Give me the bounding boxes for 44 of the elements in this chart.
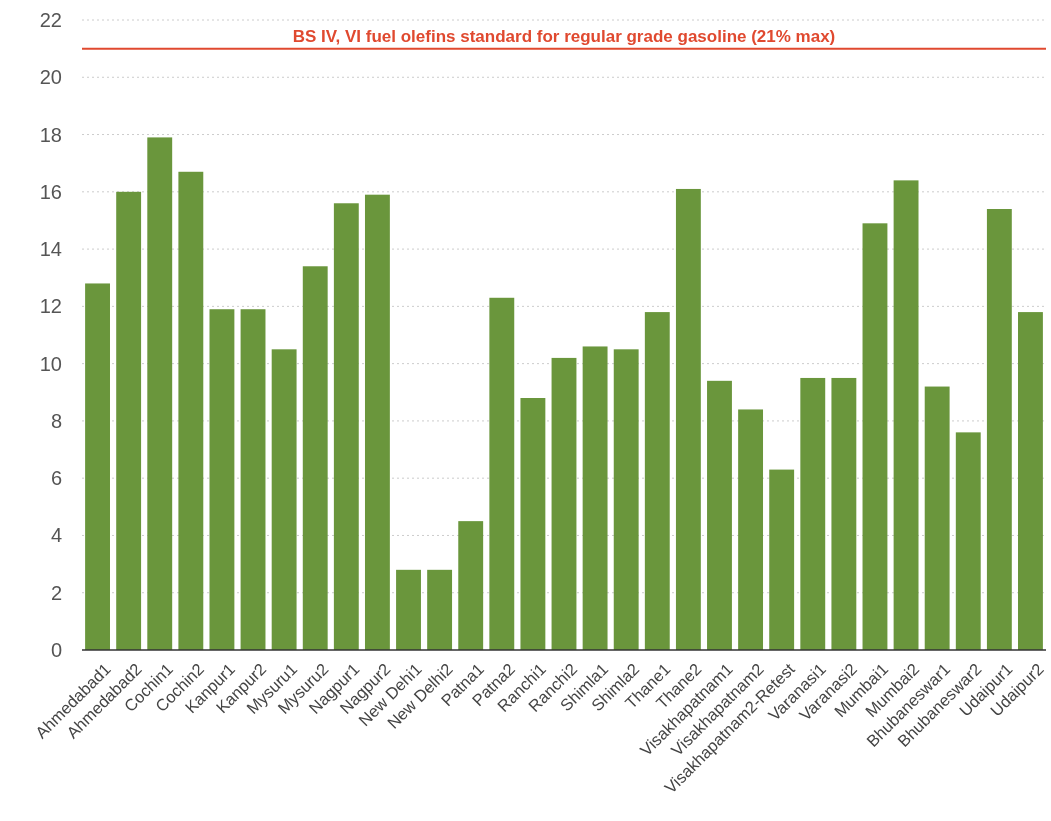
y-tick-label: 2 xyxy=(50,581,62,604)
y-tick-label: 20 xyxy=(39,66,62,89)
bar xyxy=(707,380,732,650)
bar xyxy=(302,266,328,650)
bar xyxy=(955,432,981,650)
bar xyxy=(364,194,390,650)
bar xyxy=(644,312,670,650)
bar xyxy=(769,469,795,650)
bar xyxy=(333,203,359,650)
y-tick-label: 10 xyxy=(39,352,62,375)
bar xyxy=(85,283,110,650)
bar xyxy=(551,357,577,650)
bar xyxy=(986,209,1012,650)
bar xyxy=(800,377,826,650)
y-tick-label: 8 xyxy=(50,409,62,432)
ref-line-label: BS IV, VI fuel olefins standard for regular grade gasoline (21% max) xyxy=(292,26,836,46)
bar xyxy=(613,349,639,650)
bar xyxy=(458,521,484,650)
bar xyxy=(178,171,204,650)
bar xyxy=(427,569,453,650)
y-tick-label: 16 xyxy=(39,180,62,203)
bar xyxy=(271,349,297,650)
y-tick-label: 18 xyxy=(39,123,62,146)
bar xyxy=(675,188,701,650)
bar xyxy=(738,409,764,650)
y-tick-label: 0 xyxy=(50,639,62,661)
bar xyxy=(240,309,266,650)
bar xyxy=(489,297,515,650)
y-tick-label: 6 xyxy=(50,467,62,490)
bar xyxy=(520,398,546,650)
bar xyxy=(147,137,173,650)
y-tick-label: 12 xyxy=(39,295,62,318)
bar xyxy=(396,569,421,650)
bar xyxy=(924,386,950,650)
bar xyxy=(862,223,888,650)
bar xyxy=(893,180,919,650)
y-tick-label: 22 xyxy=(39,9,62,31)
bar xyxy=(582,346,608,650)
y-tick-label: 4 xyxy=(50,524,62,547)
bar xyxy=(116,191,142,650)
y-tick-label: 14 xyxy=(39,238,62,261)
bar xyxy=(1018,312,1043,650)
bar xyxy=(831,377,857,650)
bar xyxy=(209,309,235,650)
